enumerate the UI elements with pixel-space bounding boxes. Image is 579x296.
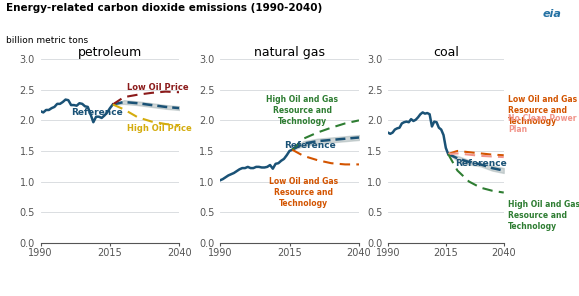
Text: No Clean Power
Plan: No Clean Power Plan bbox=[508, 114, 577, 134]
Text: Energy-related carbon dioxide emissions (1990-2040): Energy-related carbon dioxide emissions … bbox=[6, 3, 322, 13]
Text: Reference: Reference bbox=[71, 108, 123, 118]
Title: coal: coal bbox=[433, 46, 459, 59]
Text: High Oil and Gas
Resource and
Technology: High Oil and Gas Resource and Technology bbox=[266, 95, 338, 126]
Title: petroleum: petroleum bbox=[78, 46, 142, 59]
Text: billion metric tons: billion metric tons bbox=[6, 36, 88, 44]
Text: High Oil and Gas
Resource and
Technology: High Oil and Gas Resource and Technology bbox=[508, 200, 579, 231]
Text: Low Oil and Gas
Resource and
Technology: Low Oil and Gas Resource and Technology bbox=[508, 95, 577, 126]
Title: natural gas: natural gas bbox=[254, 46, 325, 59]
Text: Reference: Reference bbox=[284, 141, 336, 150]
Text: Reference: Reference bbox=[455, 159, 507, 168]
Text: Low Oil and Gas
Resource and
Technology: Low Oil and Gas Resource and Technology bbox=[269, 177, 338, 208]
Text: eia: eia bbox=[543, 9, 562, 19]
Text: Low Oil Price: Low Oil Price bbox=[127, 83, 188, 92]
Text: High Oil Price: High Oil Price bbox=[127, 124, 192, 133]
